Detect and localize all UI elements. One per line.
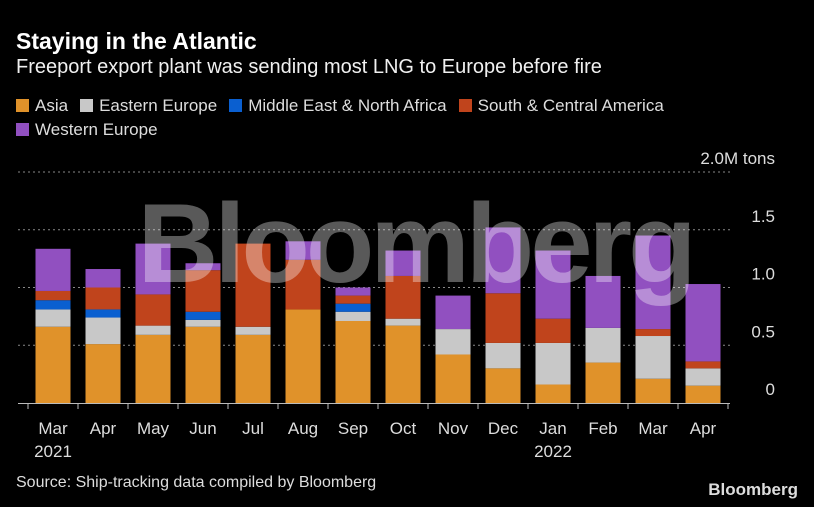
legend-label: Asia	[35, 96, 69, 115]
bar-segment	[635, 336, 671, 379]
bar-segment	[335, 295, 371, 304]
bar-segment	[85, 309, 121, 318]
bar-segment	[35, 300, 71, 310]
source-note: Source: Ship-tracking data compiled by B…	[16, 474, 377, 491]
bar-segment	[385, 250, 421, 276]
legend-swatch	[458, 99, 472, 112]
bar-segment	[485, 342, 521, 369]
bar-segment	[85, 269, 121, 288]
legend-label: Western Europe	[35, 120, 158, 139]
x-tick-label: Oct	[390, 419, 417, 438]
bar-segment	[335, 287, 371, 296]
bar-segment	[385, 275, 421, 319]
bar-segment	[635, 329, 671, 337]
x-tick-label: Mar	[38, 419, 68, 438]
bar-segment	[35, 326, 71, 403]
y-tick-label: 0	[766, 380, 775, 399]
bar-segment	[285, 241, 321, 260]
bar-segment	[485, 368, 521, 403]
bar-segment	[335, 311, 371, 321]
bar-segment	[285, 259, 321, 310]
bar-segment	[385, 318, 421, 326]
legend-item: Western Europe	[16, 118, 158, 142]
legend: Asia Eastern Europe Middle East & North Af…	[16, 94, 776, 142]
x-tick-label: Apr	[90, 419, 117, 438]
y-tick-label: 1.5	[751, 207, 775, 226]
x-tick-label: Aug	[288, 419, 318, 438]
bar-segment	[35, 290, 71, 301]
bar-segment	[35, 248, 71, 291]
bar-segment	[635, 235, 671, 330]
bar-segment	[285, 309, 321, 403]
bar-segment	[185, 263, 221, 271]
chart-title: Staying in the Atlantic	[16, 28, 257, 54]
legend-label: Eastern Europe	[99, 96, 218, 115]
bar-segment	[85, 344, 121, 403]
bloomberg-logo: Bloomberg	[708, 480, 798, 499]
bar-segment	[335, 320, 371, 403]
bar-segment	[685, 385, 721, 403]
x-tick-label: Jul	[242, 419, 264, 438]
bar-segment	[85, 287, 121, 310]
bar-segment	[685, 284, 721, 362]
x-tick-label: Jun	[189, 419, 216, 438]
legend-swatch	[80, 99, 94, 112]
x-tick-label: Feb	[588, 419, 617, 438]
bar-segment	[135, 325, 171, 335]
legend-swatch	[16, 123, 29, 136]
bar-segment	[435, 329, 471, 355]
legend-swatch	[16, 99, 29, 112]
bar-segment	[435, 295, 471, 330]
legend-item: Eastern Europe	[80, 94, 217, 118]
bar-segment	[135, 334, 171, 403]
bar-segment	[235, 243, 271, 327]
bar-segment	[585, 327, 621, 363]
bar-segment	[135, 294, 171, 326]
x-tick-label: Mar	[638, 419, 668, 438]
bar-segment	[585, 362, 621, 403]
bar-segment	[485, 227, 521, 294]
y-tick-label: 1.0	[751, 265, 775, 284]
legend-item: Asia	[16, 94, 68, 118]
bar-segment	[685, 368, 721, 386]
x-tick-label: Nov	[438, 419, 469, 438]
legend-item: Middle East & North Africa	[229, 94, 447, 118]
year-label: 2021	[34, 442, 72, 461]
x-tick-label: Dec	[488, 419, 519, 438]
bar-segment	[235, 334, 271, 403]
bar-segment	[35, 309, 71, 327]
bar-segment	[485, 293, 521, 343]
bar-segment	[635, 378, 671, 403]
bar-segment	[435, 354, 471, 403]
bar-segment	[185, 270, 221, 312]
chart-subtitle: Freeport export plant was sending most L…	[16, 56, 602, 78]
bar-segment	[535, 342, 571, 385]
x-tick-label: Apr	[690, 419, 717, 438]
bar-segment	[385, 325, 421, 403]
legend-label: Middle East & North Africa	[248, 96, 447, 115]
bar-segment	[585, 275, 621, 328]
bar-segment	[185, 311, 221, 320]
x-tick-label: Sep	[338, 419, 368, 438]
y-tick-label: 2.0M tons	[700, 149, 775, 168]
bar-segment	[535, 250, 571, 319]
bar-segment	[85, 317, 121, 345]
y-tick-label: 0.5	[751, 322, 775, 341]
bar-segment	[135, 243, 171, 295]
bar-segment	[235, 326, 271, 335]
legend-label: South & Central America	[477, 96, 664, 115]
x-tick-label: Jan	[539, 419, 566, 438]
x-tick-label: May	[137, 419, 170, 438]
bar-segment	[185, 319, 221, 327]
bar-segment	[535, 318, 571, 343]
bar-segment	[535, 384, 571, 403]
bar-segment	[685, 361, 721, 369]
bar-segment	[185, 326, 221, 403]
year-label: 2022	[534, 442, 572, 461]
legend-swatch	[229, 99, 243, 112]
bar-segment	[335, 303, 371, 312]
watermark: Bloomberg	[137, 181, 692, 306]
legend-item: South & Central America	[458, 94, 664, 118]
